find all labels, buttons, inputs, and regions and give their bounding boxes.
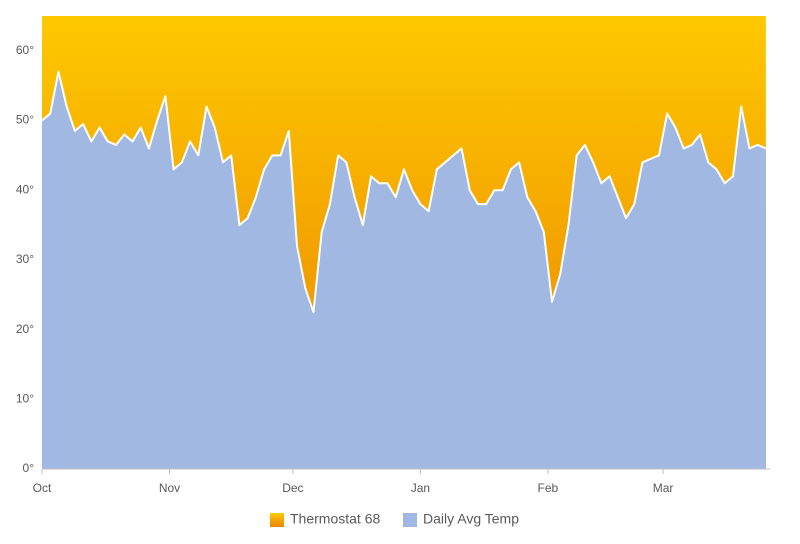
- area: [42, 71, 766, 469]
- x-tick-label: Mar: [653, 481, 674, 495]
- y-tick-label: 20°: [16, 322, 34, 336]
- legend-label: Thermostat 68: [290, 511, 380, 527]
- area-line: [42, 70, 767, 314]
- x-tick-label: Feb: [538, 481, 559, 495]
- y-tick-label: 60°: [16, 43, 34, 57]
- legend-swatch: [403, 513, 417, 527]
- y-tick-label: 0°: [23, 461, 35, 475]
- x-tick-label: Dec: [282, 481, 303, 495]
- legend-swatch: [270, 513, 284, 527]
- plot-area: [42, 16, 767, 469]
- y-tick-label: 50°: [16, 113, 34, 127]
- x-tick-label: Oct: [33, 481, 52, 495]
- x-tick-label: Jan: [411, 481, 430, 495]
- y-tick-label: 10°: [16, 391, 34, 405]
- y-tick-label: 40°: [16, 182, 34, 196]
- y-tick-label: 30°: [16, 252, 34, 266]
- legend-label: Daily Avg Temp: [423, 511, 519, 527]
- x-tick-label: Nov: [159, 481, 180, 495]
